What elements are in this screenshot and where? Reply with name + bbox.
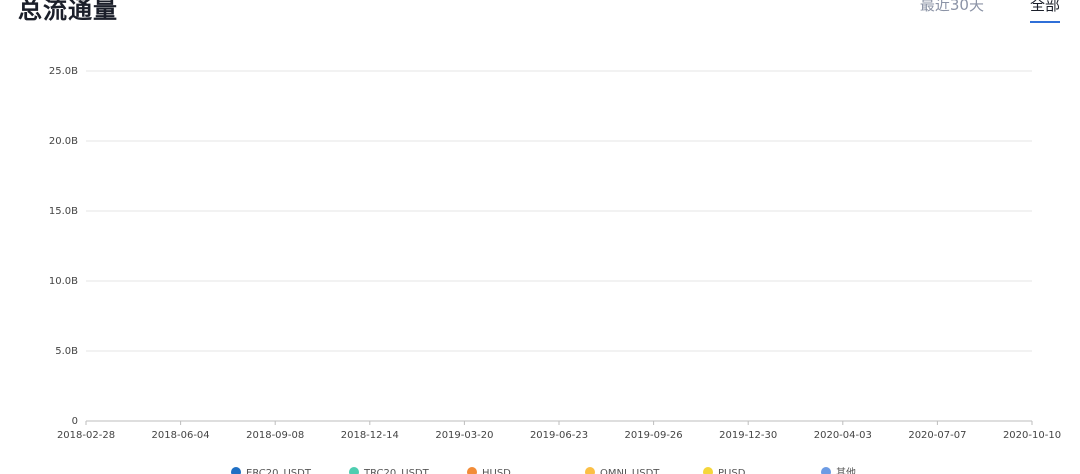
x-tick-label: 2019-09-26 — [625, 430, 683, 441]
legend-marker — [821, 467, 831, 474]
x-tick-label: 2020-04-03 — [814, 430, 872, 441]
tab-last-30-days[interactable]: 最近30天 — [919, 0, 984, 14]
header: 总流通量 最近30天 全部 — [0, 0, 1080, 40]
x-tick-label: 2019-12-30 — [719, 430, 777, 441]
x-tick-label: 2018-06-04 — [152, 430, 210, 441]
y-tick-label: 20.0B — [49, 136, 78, 147]
legend-marker — [703, 467, 713, 474]
legend-label: OMNI_USDT — [600, 468, 660, 474]
x-tick-label: 2018-02-28 — [57, 430, 115, 441]
watermark-text: DAppTotal — [906, 383, 1017, 408]
y-tick-label: 5.0B — [55, 346, 78, 357]
x-tick-label: 2019-06-23 — [530, 430, 588, 441]
legend-marker — [585, 467, 595, 474]
x-tick-label: 2019-03-20 — [435, 430, 493, 441]
range-tabs: 最近30天 全部 — [920, 0, 1060, 23]
x-tick-label: 2018-12-14 — [341, 430, 399, 441]
y-tick-label: 0 — [72, 416, 78, 427]
legend-label: HUSD — [482, 468, 511, 474]
legend-label: TRC20_USDT — [363, 468, 430, 474]
legend-marker — [467, 467, 477, 474]
x-tick-label: 2020-10-10 — [1003, 430, 1061, 441]
x-tick-label: 2020-07-07 — [908, 430, 966, 441]
y-tick-label: 10.0B — [49, 276, 78, 287]
legend-label: PUSD — [718, 468, 746, 474]
page-title: 总流通量 — [18, 0, 118, 24]
tab-all[interactable]: 全部 — [1029, 0, 1060, 23]
legend-marker — [349, 467, 359, 474]
y-tick-label: 25.0B — [49, 66, 78, 77]
legend-marker — [231, 467, 241, 474]
legend-label: ERC20_USDT — [246, 468, 312, 474]
circulation-area-chart: 0 5.0B 10.0B 15.0B 20.0B 25.0B 2018-02-28 2018-… — [49, 66, 1061, 474]
legend-label: 其他 — [836, 466, 856, 474]
x-tick-label: 2018-09-08 — [246, 430, 304, 441]
y-tick-label: 15.0B — [49, 206, 78, 217]
